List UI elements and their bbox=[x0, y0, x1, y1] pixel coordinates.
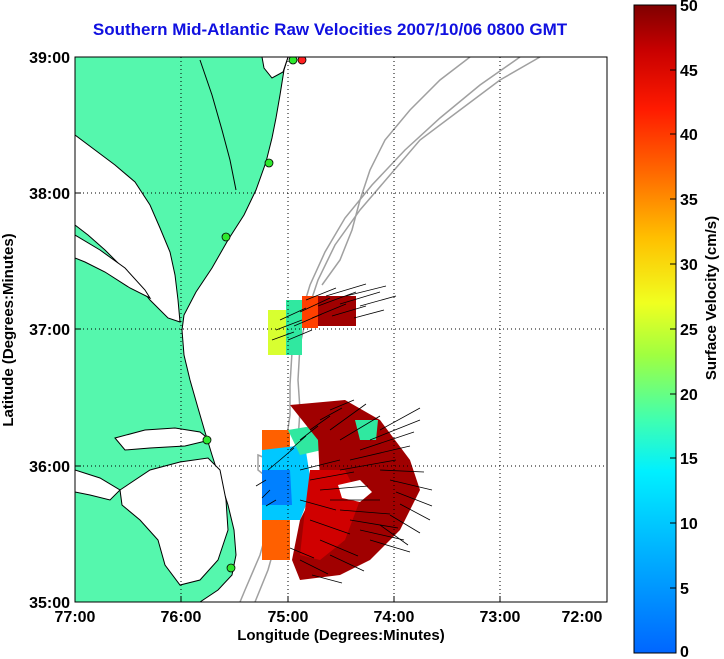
colorbar-label: Surface Velocity (cm/s) bbox=[703, 216, 720, 380]
y-tick-label: 37:00 bbox=[29, 322, 70, 339]
station-marker-alt bbox=[297, 57, 307, 65]
chesapeake-bay bbox=[75, 134, 181, 323]
colorbar-tick: 35 bbox=[680, 192, 698, 209]
colorbar-scale bbox=[633, 4, 677, 654]
x-tick-label: 76:00 bbox=[161, 609, 202, 626]
delmarva-channel bbox=[199, 59, 237, 191]
colorbar-tick: 5 bbox=[680, 581, 689, 598]
colorbar-tick: 20 bbox=[680, 387, 698, 404]
station-marker bbox=[288, 57, 298, 65]
velocity-arrows-north bbox=[271, 283, 397, 341]
x-axis: 77:00 76:00 75:00 74:00 73:00 72:00 Long… bbox=[55, 596, 608, 644]
station-marker bbox=[264, 158, 274, 168]
y-tick-label: 38:00 bbox=[29, 186, 70, 203]
colorbar-tick: 40 bbox=[680, 127, 698, 144]
y-tick-label: 35:00 bbox=[29, 595, 70, 612]
y-axis-label: Latitude (Degrees:Minutes) bbox=[0, 233, 17, 426]
station-marker bbox=[202, 435, 212, 445]
colorbar-tick: 25 bbox=[680, 322, 698, 339]
x-tick-label: 74:00 bbox=[374, 609, 415, 626]
y-axis: 39:00 38:00 37:00 36:00 35:00 Latitude (… bbox=[0, 50, 81, 612]
x-tick-label: 75:00 bbox=[268, 609, 309, 626]
x-tick-label: 72:00 bbox=[562, 609, 603, 626]
y-tick-label: 36:00 bbox=[29, 459, 70, 476]
station-marker bbox=[226, 563, 236, 573]
x-tick-label: 73:00 bbox=[480, 609, 521, 626]
station-marker bbox=[221, 232, 231, 242]
colorbar-tick: 10 bbox=[680, 516, 698, 533]
colorbar-tick: 50 bbox=[680, 0, 698, 15]
y-tick-label: 39:00 bbox=[29, 50, 70, 67]
colorbar-tick: 0 bbox=[680, 644, 689, 659]
map-title: Southern Mid-Atlantic Raw Velocities 200… bbox=[92, 20, 568, 39]
colorbar-tick: 15 bbox=[680, 451, 698, 468]
delaware-bay bbox=[261, 57, 289, 79]
colorbar-tick: 30 bbox=[680, 257, 698, 274]
x-tick-label: 77:00 bbox=[55, 609, 96, 626]
grid-lines bbox=[75, 57, 607, 602]
pamlico-sound bbox=[119, 457, 229, 586]
colorbar: 50 45 40 35 30 25 20 15 10 5 0 Surface V… bbox=[633, 0, 720, 659]
colorbar-tick: 45 bbox=[680, 63, 698, 80]
potomac-river bbox=[75, 234, 152, 300]
pamlico-river bbox=[75, 469, 121, 501]
bathymetry-contour-mid bbox=[321, 57, 471, 286]
x-axis-label: Longitude (Degrees:Minutes) bbox=[237, 627, 445, 644]
velocity-arrows-south bbox=[255, 399, 433, 584]
